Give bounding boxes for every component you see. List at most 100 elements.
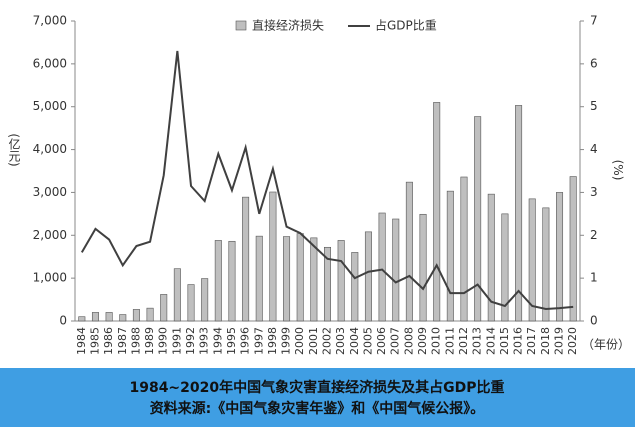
caption: 1984~2020年中国气象灾害直接经济损失及其占GDP比重	[129, 379, 504, 396]
y-tick-label: 6,000	[33, 56, 67, 70]
bar	[228, 240, 236, 322]
bar	[392, 218, 400, 322]
y2-tick-label: 4	[590, 142, 598, 156]
y-tick-label: 3,000	[33, 185, 67, 199]
x-tick-label: 1996	[239, 327, 252, 355]
x-tick-label: 2011	[443, 327, 456, 355]
x-tick-label: 1989	[143, 327, 156, 355]
bar	[528, 198, 536, 322]
line	[80, 50, 574, 311]
bar	[364, 231, 372, 322]
x-tick-label: 1999	[280, 327, 293, 355]
x-tick-label: 1997	[252, 327, 265, 355]
bar	[446, 190, 454, 322]
x-tick-label: 2013	[471, 327, 484, 355]
bar	[310, 237, 318, 322]
x-tick-label: 2008	[402, 327, 415, 355]
bar	[515, 105, 523, 322]
x-tick-label: 1995	[225, 327, 238, 355]
y2-tick-label: 1	[590, 271, 598, 285]
bar	[242, 196, 250, 322]
x-tick-label: 2014	[484, 327, 497, 355]
bar	[173, 268, 181, 322]
bar	[433, 102, 441, 322]
x-tick-label: 2004	[348, 327, 361, 355]
y2-tick-label: 0	[590, 314, 598, 328]
y-tick-label: 5,000	[33, 99, 67, 113]
x-tick-label: 2012	[457, 327, 470, 355]
bar	[351, 252, 359, 322]
bar	[269, 191, 277, 322]
legend-label: 直接经济损失	[252, 18, 324, 33]
bar	[474, 116, 482, 322]
bar	[378, 212, 386, 322]
caption: 资料来源:《中国气象灾害年鉴》和《中国气候公报》。	[150, 400, 485, 417]
bar	[556, 192, 564, 322]
bar	[337, 240, 345, 322]
x-tick-label: 1986	[102, 327, 115, 355]
bar	[460, 176, 468, 322]
y2-tick-label: 3	[590, 185, 598, 199]
x-tick-label: 2015	[498, 327, 511, 355]
bar	[119, 314, 127, 322]
y-tick-label: 0	[59, 314, 67, 328]
y2-tick-label: 5	[590, 99, 598, 113]
x-tick-label: 2017	[525, 327, 538, 355]
legend-swatch	[235, 20, 247, 31]
bar	[78, 316, 86, 322]
y2-tick-label: 6	[590, 56, 598, 70]
x-tick-label: 1994	[211, 327, 224, 355]
bar	[160, 294, 168, 322]
x-tick-label: 1992	[184, 327, 197, 355]
x-tick-label: 2020	[566, 327, 579, 355]
x-tick-label: 2019	[553, 327, 566, 355]
y-axis-label: (亿元)	[7, 133, 21, 166]
bar	[487, 193, 495, 322]
y2-tick-label: 2	[590, 228, 598, 242]
bar	[214, 240, 222, 322]
y2-tick-label: 7	[590, 14, 598, 28]
bar	[323, 246, 331, 322]
x-tick-label: 2001	[307, 327, 320, 355]
x-tick-label: 2006	[375, 327, 388, 355]
x-tick-label: 2000	[293, 327, 306, 355]
x-tick-label: 2010	[430, 327, 443, 355]
bar	[105, 312, 113, 322]
bar	[132, 309, 140, 322]
x-tick-label: 1991	[170, 327, 183, 355]
bar	[405, 181, 413, 322]
caption-band	[0, 368, 635, 427]
x-tick-label: 2003	[334, 327, 347, 355]
bar	[569, 176, 577, 322]
y-tick-label: 4,000	[33, 142, 67, 156]
bar	[501, 213, 509, 322]
x-tick-label: 2005	[361, 327, 374, 355]
bar	[187, 284, 195, 322]
y-tick-label: 7,000	[33, 14, 67, 28]
x-tick-label: 1984	[75, 327, 88, 355]
y-tick-label: 1,000	[33, 271, 67, 285]
x-tick-label: 2002	[321, 327, 334, 355]
y-tick-label: 2,000	[33, 228, 67, 242]
bar	[419, 213, 427, 322]
legend-label: 占GDP比重	[375, 18, 437, 33]
x-tick-label: 1987	[116, 327, 129, 355]
x-tick-label: 2018	[539, 327, 552, 355]
x-tick-label: 1990	[157, 327, 170, 355]
x-tick-label: 1985	[88, 327, 101, 355]
bar	[255, 235, 263, 322]
x-tick-label: 2007	[389, 327, 402, 355]
x-tick-label: 2009	[416, 327, 429, 355]
bar	[91, 312, 99, 322]
bar	[296, 233, 304, 322]
x-axis-label: （年份）	[582, 338, 630, 352]
x-tick-label: 1988	[129, 327, 142, 355]
bar	[283, 236, 291, 322]
bar	[201, 278, 209, 322]
bar	[542, 207, 550, 322]
bar	[146, 307, 154, 322]
x-tick-label: 1998	[266, 327, 279, 355]
x-tick-label: 1993	[198, 327, 211, 355]
y2-axis-label: (%)	[611, 160, 625, 181]
